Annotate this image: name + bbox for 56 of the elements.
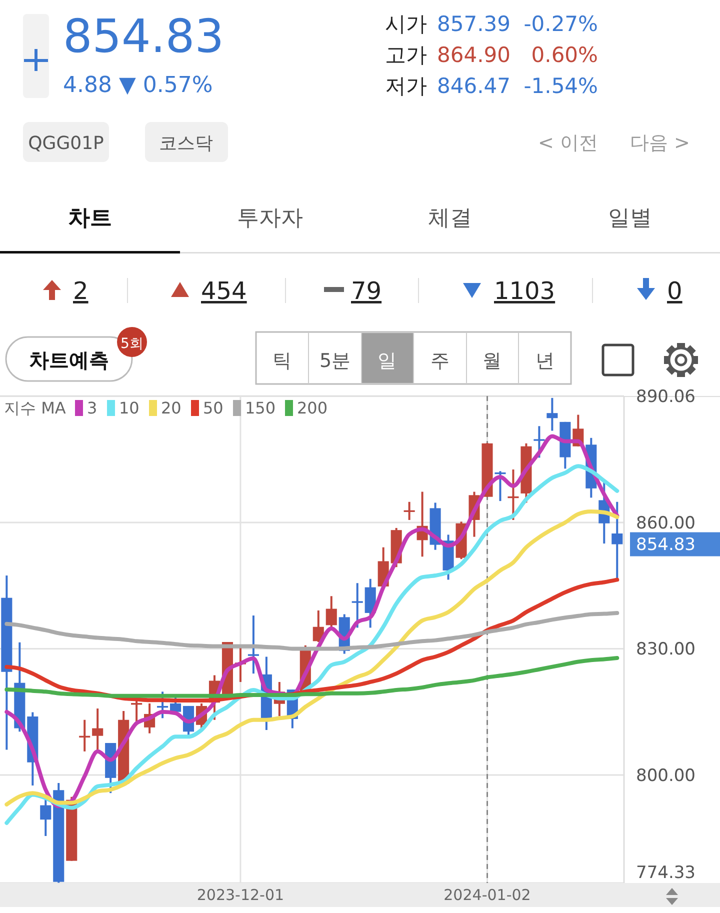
candlestick <box>534 425 545 459</box>
candlestick <box>546 396 558 432</box>
text: 5회 <box>120 336 144 352</box>
legend-title: 지수 MA <box>4 398 66 418</box>
y-tick-label: 860.00 <box>636 513 696 534</box>
text: 79 <box>351 277 382 305</box>
text: 틱 <box>272 350 292 372</box>
text: 시가 <box>385 12 427 36</box>
text: 4.88 ▼ 0.57% <box>63 73 213 98</box>
text: 일 <box>378 350 396 372</box>
candlestick <box>248 614 259 675</box>
y-tick-label: 774.33 <box>636 862 696 883</box>
y-tick-label: 890.06 <box>636 386 696 407</box>
candlestick <box>352 582 363 629</box>
text: 차트예측 <box>29 348 109 372</box>
text: 864.90 <box>437 43 510 67</box>
text: QGG01P <box>28 133 104 154</box>
y-tick-label: 800.00 <box>636 766 696 786</box>
text: 454 <box>201 277 247 305</box>
text: 2 <box>73 277 88 305</box>
legend-label: 20 <box>161 398 182 418</box>
candlestick <box>494 470 506 502</box>
text: 5분 <box>319 350 351 372</box>
y-tick-label: 830.00 <box>636 640 696 660</box>
text: 846.47 <box>437 74 510 98</box>
text: 0 <box>667 277 682 305</box>
text: -1.54% <box>524 74 598 98</box>
text: 1103 <box>494 277 556 305</box>
candlestick <box>326 595 337 629</box>
text: 다음 > <box>630 132 690 154</box>
text: 0.60% <box>531 43 598 67</box>
legend-label: 150 <box>245 398 276 418</box>
x-tick-label: 2024-01-02 <box>444 886 531 904</box>
text: 주 <box>430 350 450 372</box>
legend-label: 3 <box>87 398 98 418</box>
candlestick <box>612 500 623 580</box>
text: 년 <box>536 350 554 372</box>
text: 일별 <box>608 206 652 231</box>
text: 투자자 <box>237 206 303 231</box>
text: 854.83 <box>63 9 224 63</box>
x-tick-label: 2023-12-01 <box>196 886 284 904</box>
text: 월 <box>482 350 502 372</box>
text: 857.39 <box>437 12 510 36</box>
line-series <box>4 610 620 651</box>
text: 854.83 <box>636 535 696 556</box>
legend-label: 200 <box>297 398 328 418</box>
text: -0.27% <box>524 12 598 36</box>
text: 저가 <box>385 74 427 98</box>
text: 고가 <box>385 43 427 67</box>
text: 체결 <box>428 206 472 231</box>
legend-label: 50 <box>203 398 224 418</box>
text: 차트 <box>68 206 112 231</box>
text: < 이전 <box>538 132 598 154</box>
text: 코스닥 <box>159 133 213 154</box>
candlestick <box>92 707 104 752</box>
legend-label: 10 <box>119 398 140 418</box>
